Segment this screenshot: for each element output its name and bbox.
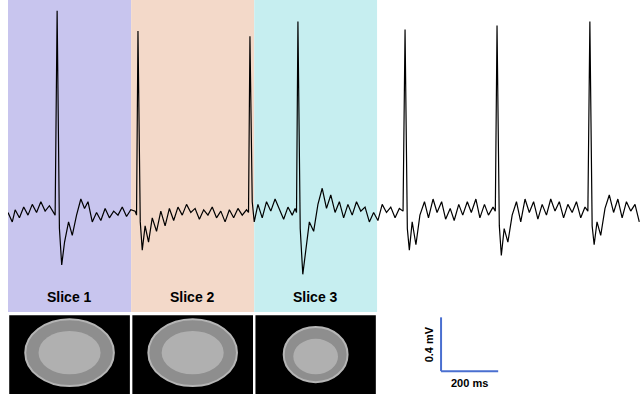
svg-text:0.4 mV: 0.4 mV <box>423 326 435 362</box>
svg-text:Slice 1: Slice 1 <box>47 289 92 305</box>
svg-text:200 ms: 200 ms <box>451 377 488 389</box>
svg-text:Slice 2: Slice 2 <box>170 289 215 305</box>
svg-text:Slice 3: Slice 3 <box>293 289 338 305</box>
